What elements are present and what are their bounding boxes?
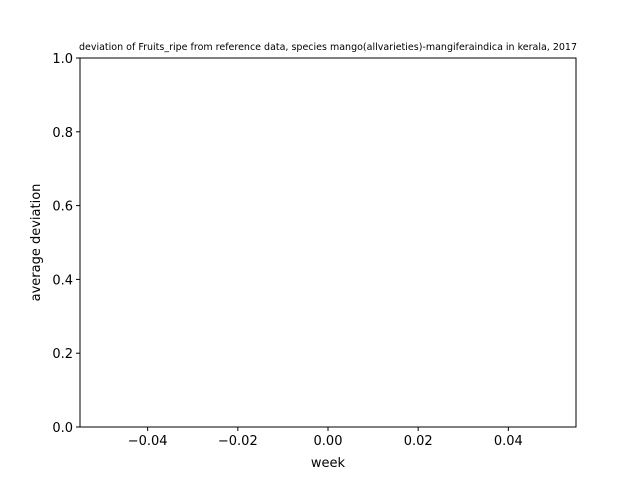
- y-tick-label: 0.0: [52, 421, 73, 436]
- x-tick-label: −0.04: [128, 434, 168, 449]
- x-axis-ticks: −0.04 −0.02 0.00 0.02 0.04: [128, 427, 523, 449]
- y-tick-label: 0.4: [52, 273, 73, 288]
- y-tick-label: 1.0: [52, 52, 73, 67]
- plot-area-frame: [79, 57, 577, 428]
- chart-title: deviation of Fruits_ripe from reference …: [79, 42, 577, 53]
- x-axis-label: week: [311, 456, 346, 471]
- x-tick-label: 0.04: [494, 434, 523, 449]
- y-tick-label: 0.6: [52, 200, 73, 215]
- x-tick-label: 0.00: [314, 434, 343, 449]
- y-tick-label: 0.8: [52, 126, 73, 141]
- x-tick-label: −0.02: [218, 434, 258, 449]
- y-axis-label: average deviation: [29, 184, 44, 302]
- y-axis-ticks: 0.0 0.2 0.4 0.6 0.8 1.0: [52, 52, 80, 436]
- x-tick-label: 0.02: [404, 434, 433, 449]
- y-tick-label: 0.2: [52, 347, 73, 362]
